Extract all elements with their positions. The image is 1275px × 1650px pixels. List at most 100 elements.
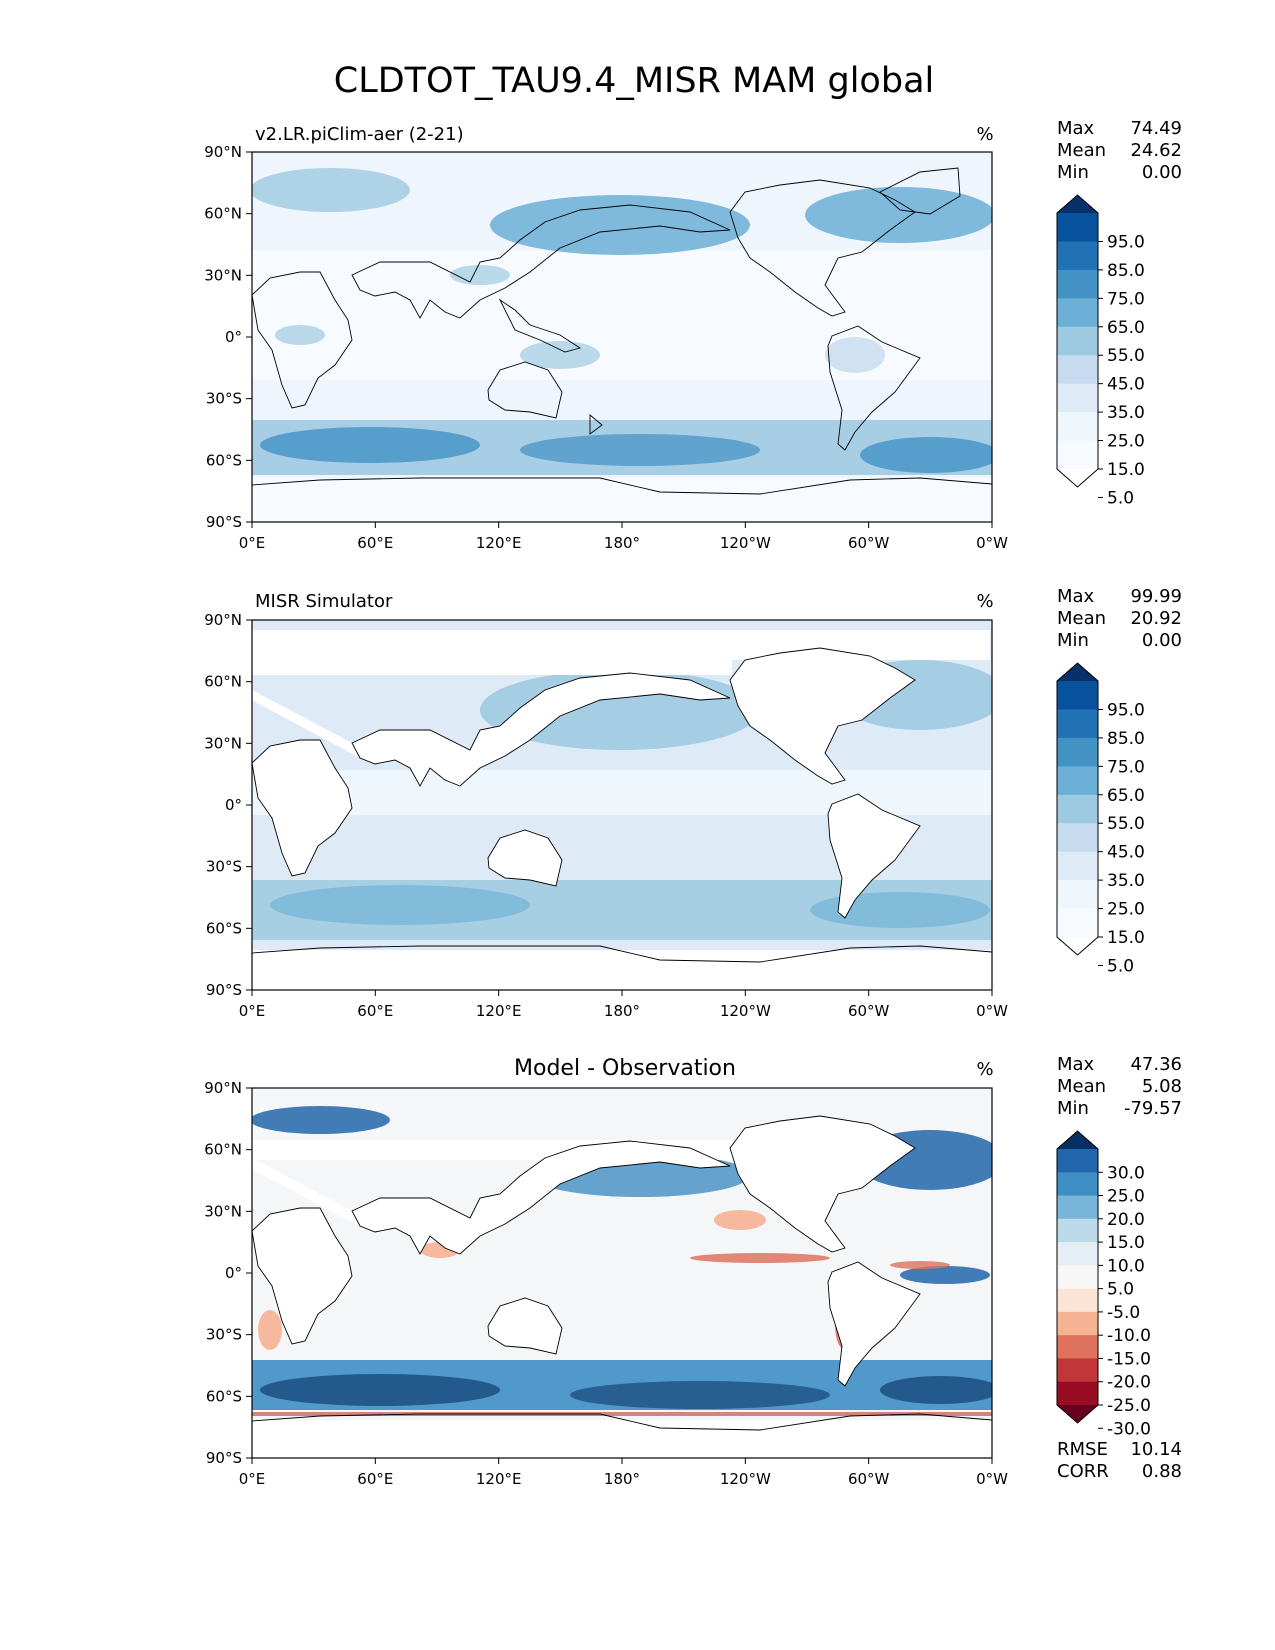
- colorbar-segment: [1057, 326, 1098, 356]
- colorbar-model: 95.0 85.0 75.0 65.0 55.0 45.0 35.0 25.0 15.0 5.0: [1056, 194, 1145, 508]
- lon-tick-label: 60°E: [357, 1002, 393, 1020]
- lat-tick-label: 60°N: [204, 673, 242, 691]
- lat-tick-label: 90°N: [204, 1079, 242, 1097]
- map-field-obs: [252, 620, 992, 990]
- lat-tick-label: 60°N: [204, 205, 242, 223]
- colorbar-extend-top: [1057, 1131, 1098, 1149]
- panel-subtitle-left: MISR Simulator: [255, 591, 393, 612]
- colorbar-segment: [1057, 355, 1098, 385]
- colorbar-segment: [1057, 908, 1098, 938]
- stat-label: Min: [1057, 630, 1089, 651]
- panel-model: v2.LR.piClim-aer (2-21) %: [204, 118, 1182, 552]
- colorbar-diff: 30.0 25.0 20.0 15.0 10.0 5.0 -5.0 -10.0 -15.0 -20…: [1056, 1130, 1151, 1439]
- colorbar-tick-label: 30.0: [1107, 1163, 1145, 1183]
- colorbar-tick-label: -20.0: [1107, 1373, 1151, 1393]
- lon-tick-label: 0°E: [239, 1002, 266, 1020]
- lat-tick-label: 60°N: [204, 1141, 242, 1159]
- lon-tick-label: 60°W: [848, 1002, 890, 1020]
- lat-tick-label: 0°: [225, 1264, 242, 1282]
- lon-tick-label: 120°E: [476, 1470, 522, 1488]
- colorbar-tick-label: 85.0: [1107, 729, 1145, 749]
- colorbar-segment: [1057, 1335, 1098, 1359]
- lat-tick-label: 60°S: [206, 919, 242, 937]
- colorbar-tick-label: 25.0: [1107, 1187, 1145, 1207]
- lon-tick-label: 0°W: [976, 1470, 1008, 1488]
- lon-tick-label: 180°: [604, 1002, 640, 1020]
- axis-ticks: 90°N 60°N 30°N 0° 30°S 60°S 90°S 0°E 60°E 120°E 18…: [204, 611, 1008, 1020]
- colorbar-tick-label: 65.0: [1107, 318, 1145, 338]
- lat-tick-label: 0°: [225, 796, 242, 814]
- stat-value: 5.08: [1142, 1076, 1182, 1097]
- lat-tick-label: 30°N: [204, 266, 242, 284]
- colorbar-tick-label: 55.0: [1107, 346, 1145, 366]
- colorbar-tick-label: 75.0: [1107, 289, 1145, 309]
- colorbar-segment: [1057, 1288, 1098, 1313]
- lat-tick-label: 90°N: [204, 143, 242, 161]
- lat-tick-label: 90°N: [204, 611, 242, 629]
- colorbar-tick-label: 35.0: [1107, 403, 1145, 423]
- footer-stat-label: CORR: [1057, 1461, 1109, 1482]
- colorbar-tick-label: 45.0: [1107, 843, 1145, 863]
- colorbar-tick-label: 5.0: [1107, 956, 1134, 976]
- lon-tick-label: 120°E: [476, 534, 522, 552]
- colorbar-tick-label: 5.0: [1107, 1280, 1134, 1300]
- lat-tick-label: 90°S: [206, 981, 242, 999]
- colorbar-segment: [1057, 213, 1098, 242]
- lon-tick-label: 60°E: [357, 1470, 393, 1488]
- colorbar-tick-label: -5.0: [1107, 1303, 1140, 1323]
- colorbar-tick-label: 45.0: [1107, 375, 1145, 395]
- panel-units: %: [976, 1059, 993, 1080]
- figure-title: CLDTOT_TAU9.4_MISR MAM global: [334, 61, 934, 101]
- stat-label: Mean: [1057, 608, 1106, 629]
- colorbar-extend-bottom: [1057, 937, 1098, 955]
- colorbar-segment: [1057, 794, 1098, 824]
- stat-label: Max: [1057, 1054, 1095, 1075]
- colorbar-segment: [1057, 440, 1098, 470]
- panel-subtitle-center: Model - Observation: [514, 1056, 736, 1081]
- lon-tick-label: 60°E: [357, 534, 393, 552]
- colorbar-tick-label: -15.0: [1107, 1349, 1151, 1369]
- lat-tick-label: 90°S: [206, 513, 242, 531]
- lon-tick-label: 0°E: [239, 534, 266, 552]
- stats-obs: Max 99.99 Mean 20.92 Min 0.00: [1057, 586, 1182, 651]
- colorbar-tick-label: 15.0: [1107, 928, 1145, 948]
- colorbar-segment: [1057, 241, 1098, 271]
- colorbar-segment: [1057, 823, 1098, 853]
- stat-value: 20.92: [1130, 608, 1182, 629]
- lon-tick-label: 0°E: [239, 1470, 266, 1488]
- colorbar-segment: [1057, 412, 1098, 442]
- colorbar-segment: [1057, 737, 1098, 767]
- colorbar-obs: 95.0 85.0 75.0 65.0 55.0 45.0 35.0 25.0 15.0 5.0: [1056, 662, 1145, 976]
- stat-label: Min: [1057, 162, 1089, 183]
- colorbar-tick-label: 85.0: [1107, 261, 1145, 281]
- stats-model: Max 74.49 Mean 24.62 Min 0.00: [1057, 118, 1182, 183]
- colorbar-tick-label: 35.0: [1107, 871, 1145, 891]
- lon-tick-label: 180°: [604, 1470, 640, 1488]
- coastlines: [252, 647, 992, 963]
- stats-diff: Max 47.36 Mean 5.08 Min -79.57 RMSE 10.1…: [1057, 1054, 1182, 1482]
- colorbar-segment: [1057, 709, 1098, 739]
- lat-tick-label: 30°S: [206, 390, 242, 408]
- colorbar-extend-bottom: [1057, 1405, 1098, 1423]
- lat-tick-label: 30°N: [204, 1202, 242, 1220]
- lon-tick-label: 0°W: [976, 534, 1008, 552]
- colorbar-tick-label: 25.0: [1107, 432, 1145, 452]
- colorbar-tick-label: -25.0: [1107, 1396, 1151, 1416]
- colorbar-segment: [1057, 1218, 1098, 1243]
- colorbar-segment: [1057, 1311, 1098, 1336]
- axis-ticks: 90°N 60°N 30°N 0° 30°S 60°S 90°S 0°E 60°E 120°E 18…: [204, 1079, 1008, 1488]
- stat-label: Mean: [1057, 140, 1106, 161]
- footer-stat-label: RMSE: [1057, 1439, 1108, 1460]
- colorbar-segment: [1057, 1358, 1098, 1383]
- lat-tick-label: 30°N: [204, 734, 242, 752]
- colorbar-tick-label: -10.0: [1107, 1326, 1151, 1346]
- colorbar-tick-label: 65.0: [1107, 786, 1145, 806]
- lon-tick-label: 60°W: [848, 534, 890, 552]
- stat-label: Mean: [1057, 1076, 1106, 1097]
- colorbar-tick-label: 15.0: [1107, 1233, 1145, 1253]
- colorbar-segment: [1057, 1149, 1098, 1173]
- panel-units: %: [976, 591, 993, 612]
- lat-tick-label: 0°: [225, 328, 242, 346]
- colorbar-segment: [1057, 1265, 1098, 1290]
- colorbar-segment: [1057, 298, 1098, 328]
